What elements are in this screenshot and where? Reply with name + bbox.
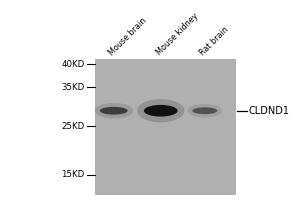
Bar [95, 59, 236, 195]
Ellipse shape [94, 103, 133, 119]
Ellipse shape [187, 104, 222, 118]
Ellipse shape [100, 107, 128, 115]
Ellipse shape [192, 107, 217, 114]
Text: CLDND1: CLDND1 [249, 106, 290, 116]
Ellipse shape [144, 105, 178, 117]
Text: Mouse kidney: Mouse kidney [154, 12, 200, 57]
Text: 40KD: 40KD [61, 60, 84, 69]
Text: 15KD: 15KD [61, 170, 84, 179]
Text: 25KD: 25KD [61, 122, 84, 131]
Text: Rat brain: Rat brain [198, 25, 231, 57]
Text: 35KD: 35KD [61, 83, 84, 92]
Ellipse shape [137, 99, 184, 122]
Text: Mouse brain: Mouse brain [107, 16, 148, 57]
